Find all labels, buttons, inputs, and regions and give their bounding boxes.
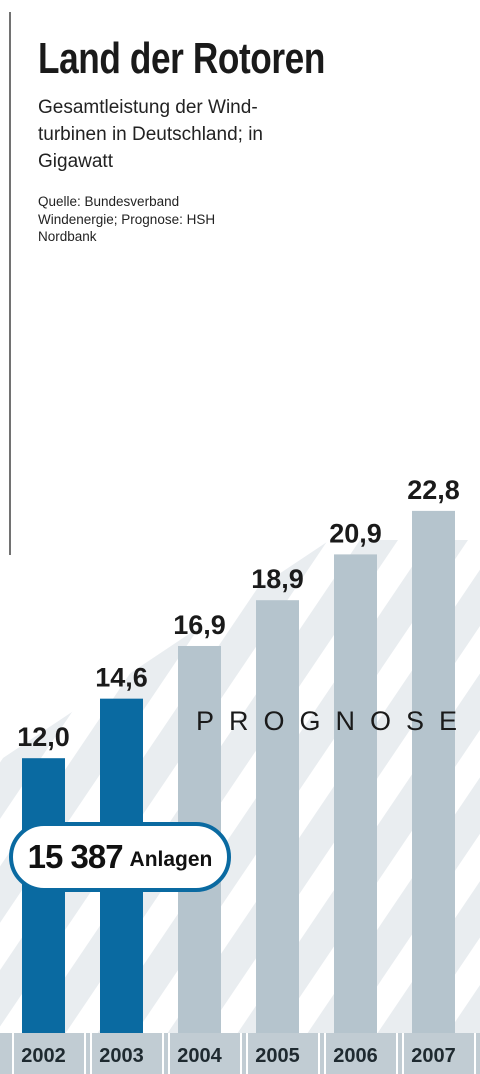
value-label-2005: 18,9: [251, 564, 304, 594]
installations-unit: Anlagen: [129, 848, 213, 871]
bar-2007: [412, 510, 455, 1033]
year-tick-2006: 2006: [333, 1045, 378, 1067]
year-tick-2007: 2007: [411, 1045, 456, 1067]
stripe: [210, 540, 480, 1074]
year-tick-2005: 2005: [255, 1045, 300, 1067]
forecast-label: PROGNOSE: [196, 706, 473, 736]
year-tick-2003: 2003: [99, 1045, 144, 1067]
installations-badge: 15 387 Anlagen: [9, 822, 231, 892]
chart-source: Quelle: Bundesverband Windenergie; Progn…: [38, 194, 216, 244]
value-label-2003: 14,6: [95, 663, 148, 693]
year-tick-2004: 2004: [177, 1045, 222, 1067]
year-cell-fill: [248, 1033, 318, 1074]
year-cell-fill: [170, 1033, 240, 1074]
bar-2006: [334, 554, 377, 1033]
value-labels-group: 12,0 14,6 16,9 18,9 20,9 22,8: [17, 475, 460, 752]
value-label-2004: 16,9: [173, 610, 226, 640]
value-label-2006: 20,9: [329, 518, 382, 548]
value-label-2007: 22,8: [407, 475, 460, 505]
year-cell-fill: [326, 1033, 396, 1074]
year-tick-2002: 2002: [21, 1045, 66, 1067]
value-label-2002: 12,0: [17, 722, 70, 752]
bar-2002: [22, 758, 65, 1033]
installations-count: 15 387: [27, 838, 124, 875]
stripe: [280, 540, 480, 1074]
year-cell-fill: [92, 1033, 162, 1074]
year-tick-labels-group: 2002 2003 2004 2005 2006 2007: [12, 1033, 476, 1074]
year-cell-fill: [404, 1033, 474, 1074]
chart-title: Land der Rotoren: [38, 34, 325, 83]
bar-2005: [256, 600, 299, 1033]
year-cell-fill: [14, 1033, 84, 1074]
chart-subtitle: Gesamtleistung der Wind-turbinen in Deut…: [38, 97, 263, 172]
background-stripes: [0, 540, 480, 1074]
